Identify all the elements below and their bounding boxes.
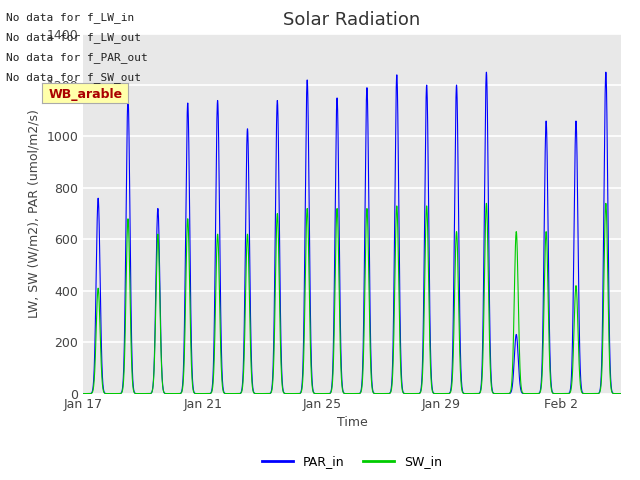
Text: No data for f_SW_out: No data for f_SW_out [6,72,141,84]
Y-axis label: LW, SW (W/m2), PAR (umol/m2/s): LW, SW (W/m2), PAR (umol/m2/s) [28,109,41,318]
Text: No data for f_PAR_out: No data for f_PAR_out [6,52,148,63]
Title: Solar Radiation: Solar Radiation [284,11,420,29]
X-axis label: Time: Time [337,416,367,429]
Text: No data for f_LW_in: No data for f_LW_in [6,12,134,23]
Text: No data for f_LW_out: No data for f_LW_out [6,32,141,43]
Legend: PAR_in, SW_in: PAR_in, SW_in [257,450,447,473]
Text: WB_arable: WB_arable [49,88,123,101]
